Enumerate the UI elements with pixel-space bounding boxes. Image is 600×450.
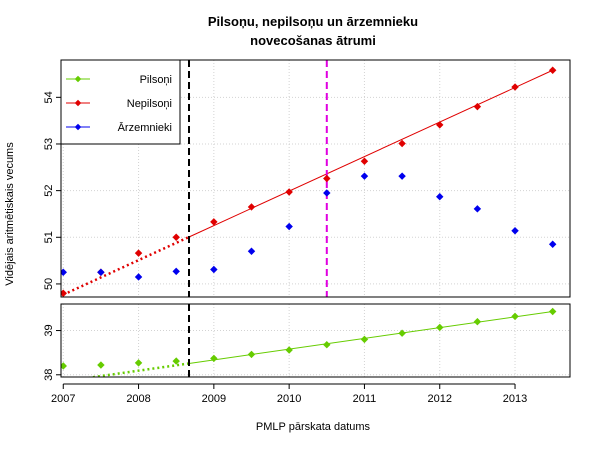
pilsoni-trend-dotted xyxy=(85,362,190,377)
lower-plot-area xyxy=(61,304,570,377)
upper-ytick-label-50: 50 xyxy=(43,278,55,290)
pilsoni-point-5 xyxy=(247,350,256,359)
upper-frame xyxy=(60,59,571,298)
arzemnieki-point-11 xyxy=(473,205,482,213)
x-tick-label-2007: 2007 xyxy=(51,393,75,405)
x-tick-label-2011: 2011 xyxy=(353,393,377,405)
pilsoni-point-11 xyxy=(473,317,482,326)
nepilsoni-point-7 xyxy=(323,174,331,183)
legend-label-pilsoni: Pilsoņi xyxy=(140,74,172,86)
upper-ytick-label-54: 54 xyxy=(43,91,55,103)
pilsoni-point-13 xyxy=(548,307,557,316)
pilsoni-point-2 xyxy=(134,359,143,367)
arzemnieki-point-3 xyxy=(172,267,180,276)
legend-box xyxy=(60,59,181,145)
legend-marker-nepilsoni xyxy=(74,99,82,107)
arzemnieki-point-5 xyxy=(247,247,256,256)
pilsoni-trend-solid xyxy=(188,311,553,364)
arzemnieki-point-10 xyxy=(436,192,444,201)
pilsoni-point-1 xyxy=(97,361,105,369)
arzemnieki-point-2 xyxy=(134,273,143,281)
nepilsoni-point-9 xyxy=(398,139,406,148)
nepilsoni-trend-solid xyxy=(188,69,553,238)
nepilsoni-point-11 xyxy=(473,102,482,111)
x-tick-label-2010: 2010 xyxy=(277,393,301,405)
nepilsoni-point-10 xyxy=(436,121,444,129)
pilsoni-point-8 xyxy=(360,335,369,344)
x-tick-label-2013: 2013 xyxy=(503,393,527,405)
lower-ytick-label-39: 39 xyxy=(43,324,55,336)
chart-title-line-2: novecošanas ātrumi xyxy=(250,33,376,48)
nepilsoni-trend-dotted xyxy=(62,235,190,296)
legend-label-nepilsoni: Nepilsoņi xyxy=(127,98,172,110)
pilsoni-point-12 xyxy=(511,312,519,321)
legend-marker-pilsoni xyxy=(74,75,82,83)
pilsoni-point-3 xyxy=(172,357,180,365)
x-axis-label: PMLP pārskata datums xyxy=(256,421,371,433)
legend-marker-arzemnieki xyxy=(74,123,82,131)
nepilsoni-point-6 xyxy=(285,188,293,196)
arzemnieki-point-1 xyxy=(97,268,105,276)
arzemnieki-point-4 xyxy=(210,265,218,274)
x-tick-label-2008: 2008 xyxy=(126,393,150,405)
x-axis: 2007 2008 2009 2010 2011 2012 2013 xyxy=(51,383,527,405)
arzemnieki-point-13 xyxy=(548,240,557,249)
nepilsoni-point-13 xyxy=(548,66,557,74)
upper-panel: 50 51 52 53 54 xyxy=(43,59,571,298)
lower-ytick-label-38: 38 xyxy=(43,369,55,381)
upper-ytick-label-53: 53 xyxy=(43,138,55,150)
arzemnieki-point-9 xyxy=(398,172,406,180)
lower-panel: 38 39 xyxy=(43,303,571,381)
upper-ytick-label-51: 51 xyxy=(43,231,55,243)
pilsoni-point-7 xyxy=(323,340,331,349)
upper-ytick-label-52: 52 xyxy=(43,185,55,197)
arzemnieki-point-8 xyxy=(360,172,369,180)
arzemnieki-point-6 xyxy=(285,222,293,231)
lower-frame xyxy=(60,303,571,378)
arzemnieki-point-7 xyxy=(323,189,331,197)
nepilsoni-point-4 xyxy=(210,218,218,226)
pilsoni-point-4 xyxy=(210,354,218,363)
nepilsoni-point-3 xyxy=(172,233,180,242)
x-tick-label-2012: 2012 xyxy=(427,393,451,405)
y-axis-label: Vidējais aritmētiskais vecums xyxy=(4,142,16,286)
nepilsoni-point-2 xyxy=(134,249,143,257)
pilsoni-point-9 xyxy=(398,329,406,337)
arzemnieki-point-12 xyxy=(511,227,519,235)
nepilsoni-point-12 xyxy=(511,83,519,91)
legend: Pilsoņi Nepilsoņi Ārzemnieki xyxy=(60,59,181,145)
nepilsoni-point-5 xyxy=(247,203,256,211)
pilsoni-point-6 xyxy=(285,346,293,354)
x-tick-label-2009: 2009 xyxy=(202,393,226,405)
pilsoni-point-10 xyxy=(436,323,444,332)
chart-title-line-1: Pilsoņu, nepilsoņu un ārzemnieku xyxy=(208,14,418,29)
legend-label-arzemnieki: Ārzemnieki xyxy=(118,122,172,134)
upper-plot-area xyxy=(61,60,570,297)
nepilsoni-point-8 xyxy=(360,157,369,165)
